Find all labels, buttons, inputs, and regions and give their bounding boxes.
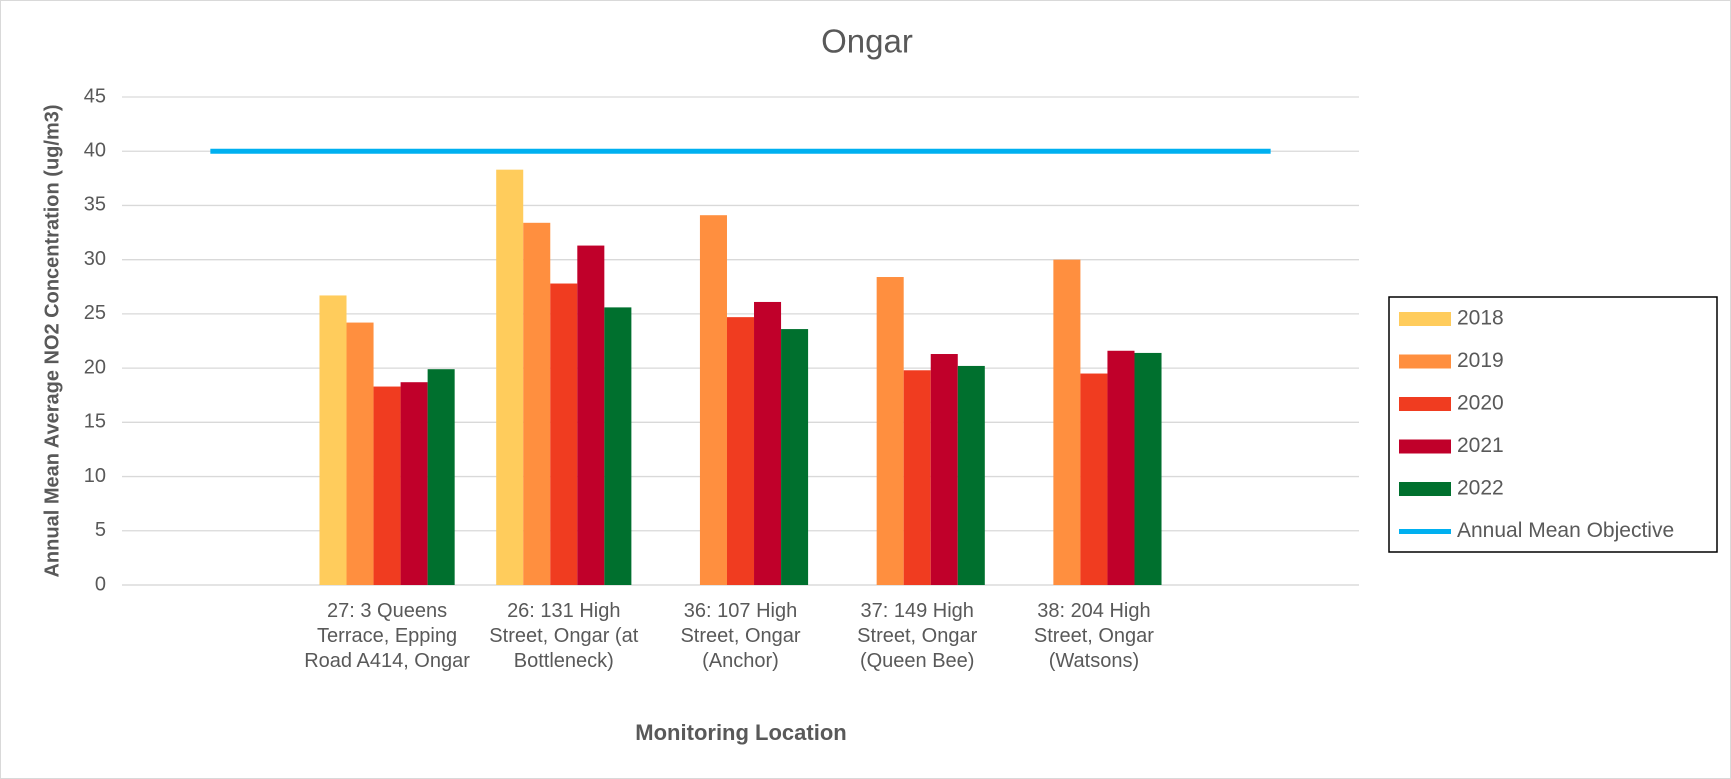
y-tick-label: 20	[84, 356, 106, 378]
x-tick-label: 27: 3 Queens Terrace, Epping Road A414, …	[304, 600, 470, 672]
y-tick-label: 10	[84, 465, 106, 487]
legend-swatch	[1399, 397, 1451, 411]
bar	[604, 307, 632, 585]
legend-swatch	[1399, 482, 1451, 496]
bar	[1080, 373, 1108, 585]
legend-label: 2018	[1457, 307, 1504, 330]
bar	[427, 369, 455, 585]
bar	[754, 301, 782, 585]
bar	[373, 386, 401, 585]
y-tick-label: 35	[84, 194, 106, 216]
bar	[577, 245, 605, 585]
bar	[550, 283, 578, 585]
legend-label: 2019	[1457, 349, 1504, 372]
y-tick-label: 45	[84, 85, 106, 107]
legend-swatch	[1399, 354, 1451, 369]
y-axis-title: Annual Mean Average NO2 Concentration (u…	[41, 104, 63, 577]
bar	[726, 317, 755, 585]
x-tick-label: 36: 107 High Street, Ongar (Anchor)	[680, 600, 801, 672]
bar	[400, 382, 428, 585]
y-tick-label: 30	[84, 248, 106, 270]
chart-title: Ongar	[821, 23, 913, 60]
y-tick-label: 5	[95, 519, 106, 541]
legend-box	[1388, 296, 1718, 553]
x-tick-label: 37: 149 High Street, Ongar (Queen Bee)	[857, 600, 978, 672]
legend-swatch	[1399, 439, 1451, 454]
y-tick-label: 40	[84, 140, 106, 162]
x-tick-label: 38: 204 High Street, Ongar (Watsons)	[1033, 600, 1154, 672]
legend-label: Annual Mean Objective	[1457, 519, 1674, 542]
bar	[957, 365, 985, 585]
legend-label: 2021	[1457, 434, 1504, 457]
legend-swatch	[1399, 312, 1451, 326]
bar	[699, 215, 727, 585]
bar	[930, 354, 958, 585]
bar	[319, 295, 347, 585]
legend-label: 2020	[1457, 392, 1504, 415]
x-axis-title: Monitoring Location	[635, 720, 846, 745]
bar	[876, 277, 904, 585]
bar	[523, 222, 551, 585]
y-tick-label: 15	[84, 411, 106, 433]
bar	[903, 370, 931, 585]
bar	[1053, 259, 1081, 585]
bar	[781, 329, 809, 585]
legend-label: 2022	[1457, 477, 1504, 500]
bar	[1107, 350, 1135, 585]
bar	[496, 169, 524, 585]
x-tick-label: 26: 131 High Street, Ongar (at Bottlenec…	[489, 600, 639, 672]
bar	[346, 322, 374, 585]
y-tick-label: 25	[84, 302, 106, 324]
y-tick-label: 0	[95, 573, 106, 595]
bar	[1134, 352, 1162, 585]
